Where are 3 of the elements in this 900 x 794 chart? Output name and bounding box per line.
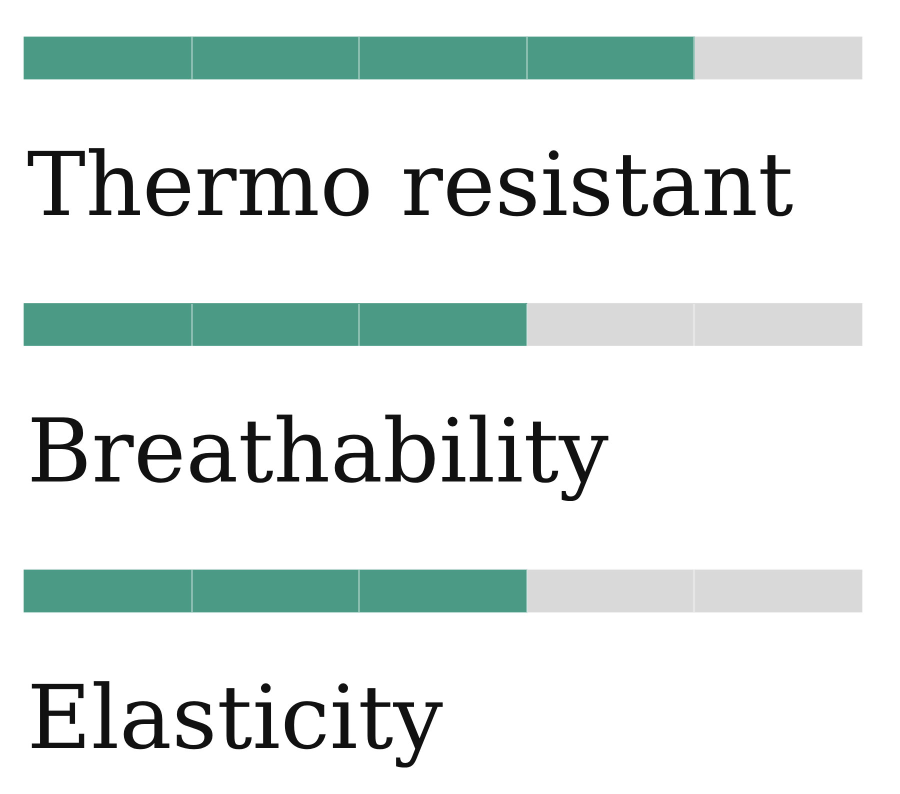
y-tick-label: Thermo resistant <box>27 133 794 236</box>
y-tick-label: Elasticity <box>27 666 444 769</box>
y-tick-label: Breathability <box>27 400 609 502</box>
